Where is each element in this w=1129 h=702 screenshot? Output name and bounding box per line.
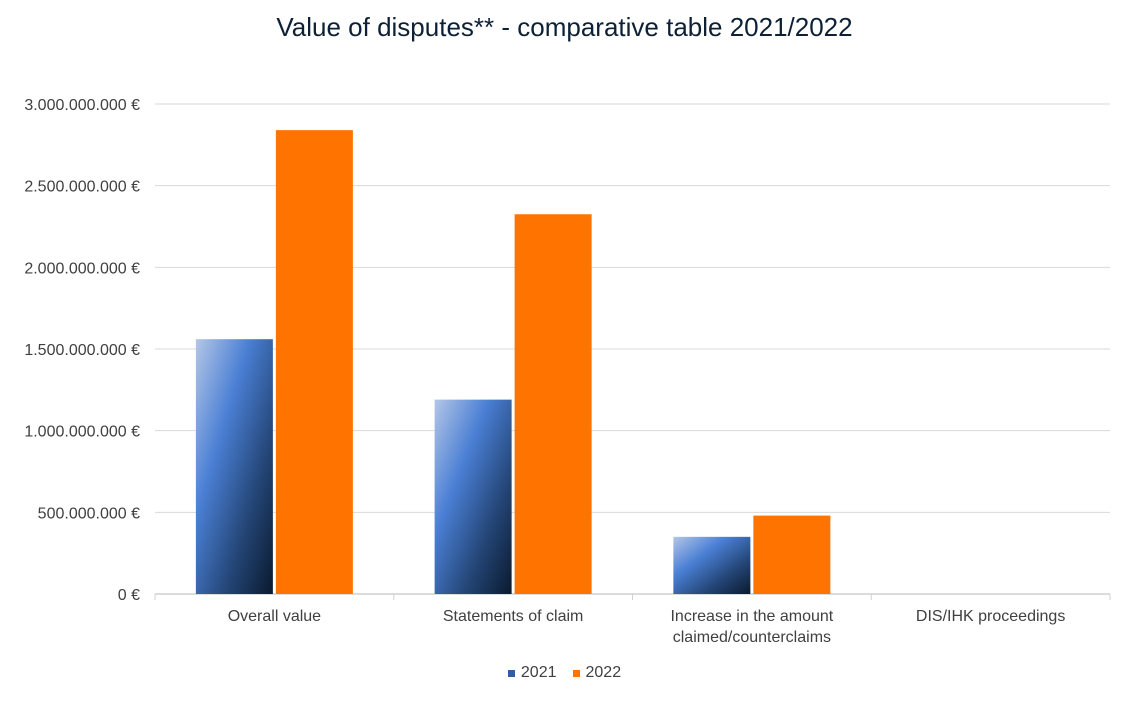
bars bbox=[195, 130, 831, 594]
y-tick-label: 2.500.000.000 € bbox=[24, 179, 140, 196]
bar-2022-cat-1 bbox=[514, 214, 592, 594]
legend: 2021 2022 bbox=[0, 664, 1129, 682]
legend-item-2021: 2021 bbox=[507, 664, 557, 682]
legend-swatch-2021 bbox=[507, 669, 515, 677]
bar-2021-cat-1 bbox=[434, 399, 512, 594]
legend-item-2022: 2022 bbox=[572, 664, 622, 682]
x-category-label: Statements of claim bbox=[443, 608, 584, 625]
bar-2021-cat-2 bbox=[673, 536, 751, 594]
bar-2022-cat-0 bbox=[275, 130, 353, 594]
y-tick-label: 1.000.000.000 € bbox=[24, 424, 140, 441]
x-category-label: Increase in the amount claimed/countercla… bbox=[670, 608, 833, 646]
bar-2022-cat-2 bbox=[753, 515, 831, 594]
x-category-label: DIS/IHK proceedings bbox=[916, 608, 1065, 625]
y-tick-label: 500.000.000 € bbox=[38, 505, 140, 522]
y-tick-label: 3.000.000.000 € bbox=[24, 97, 140, 114]
legend-label-2021: 2021 bbox=[520, 664, 557, 681]
legend-label-2022: 2022 bbox=[585, 664, 622, 681]
x-category-label: Overall value bbox=[228, 608, 321, 625]
y-tick-label: 2.000.000.000 € bbox=[24, 260, 140, 277]
y-tick-label: 1.500.000.000 € bbox=[24, 342, 140, 359]
bar-2021-cat-0 bbox=[195, 339, 273, 594]
y-axis-ticks: 0 € 500.000.000 € 1.000.000.000 € 1.500.000… bbox=[24, 97, 140, 604]
legend-swatch-2022 bbox=[572, 669, 580, 677]
x-axis: Overall value Statements of claim Increase… bbox=[154, 594, 1111, 646]
chart-title: Value of disputes** - comparative table … bbox=[276, 12, 853, 42]
y-tick-label: 0 € bbox=[118, 587, 140, 604]
